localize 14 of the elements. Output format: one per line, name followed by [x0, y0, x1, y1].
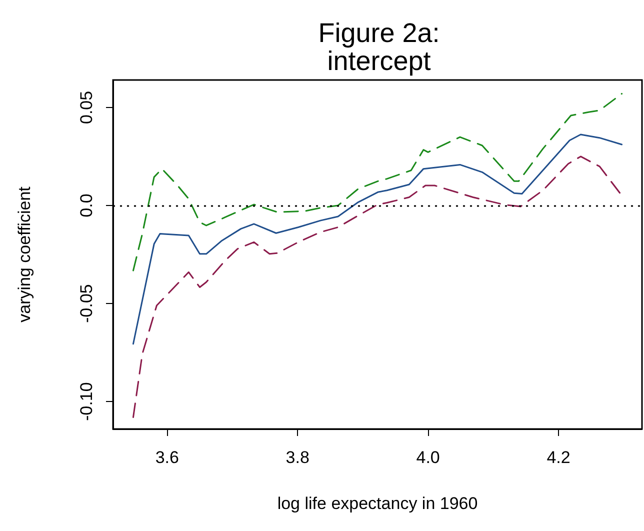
y-tick-label: 0.0 [77, 194, 96, 218]
line-series [132, 156, 623, 418]
x-axis-title: log life expectancy in 1960 [277, 494, 478, 513]
x-tick-label: 4.0 [416, 448, 440, 467]
y-tick-label: -0.10 [77, 382, 96, 421]
line-series [132, 134, 623, 345]
y-axis-title: varying coefficient [15, 186, 34, 322]
x-tick-label: 4.2 [546, 448, 570, 467]
line-series [132, 92, 623, 272]
chart-title: Figure 2a: intercept [318, 18, 440, 76]
x-tick-label: 3.8 [286, 448, 310, 467]
y-tick-label: -0.05 [77, 284, 96, 323]
x-tick-label: 3.6 [155, 448, 179, 467]
y-tick-label: 0.05 [77, 90, 96, 124]
